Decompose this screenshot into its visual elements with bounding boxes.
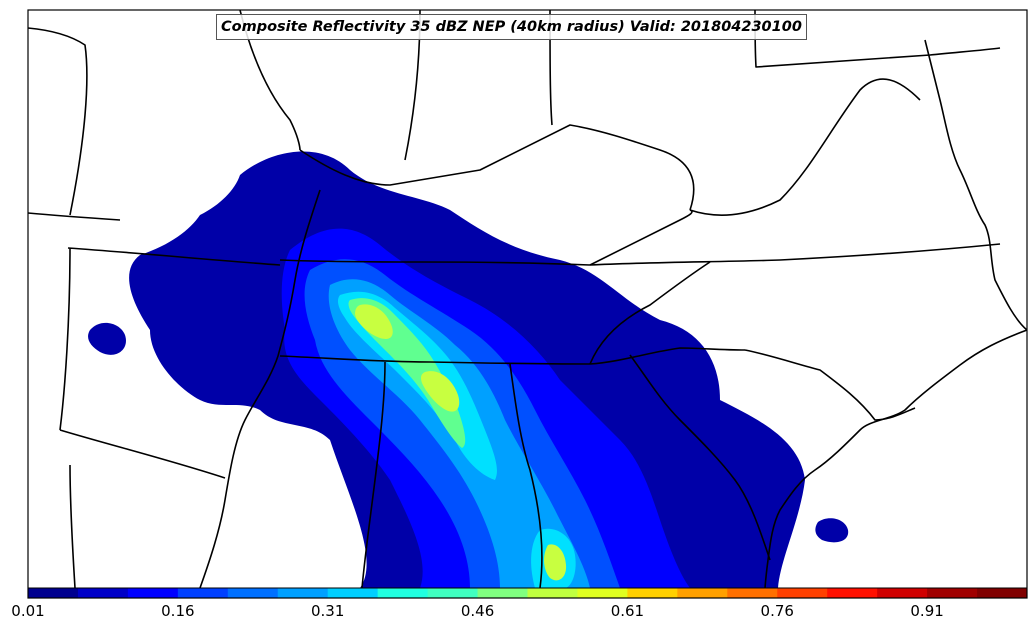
prob-contour-7c [544,544,567,581]
colorbar-tick-label: 0.31 [310,602,345,620]
colorbar-segment [977,588,1028,598]
colorbar-segment [827,588,878,598]
colorbar-segment [127,588,179,598]
prob-contour-7b [421,371,460,412]
louisiana-boundary [69,464,76,588]
colorbar-segment [527,588,578,598]
colorbar-tick-label: 0.01 [11,602,45,620]
tn-southern-boundary [279,347,746,365]
prob-contour-7 [355,304,393,340]
colorbar-tick-label: 0.16 [161,602,195,620]
colorbar-segment [627,588,678,598]
colorbar-segment [727,588,778,598]
colorbar-segment [777,588,828,598]
pa-md-boundary [754,10,1001,68]
colorbar-segment [477,588,528,598]
nc-sc-boundary [744,349,916,421]
va-ky-boundary [589,209,693,266]
arkansas-boundary [59,247,281,479]
state-boundaries [28,10,1027,588]
colorbar-segment [877,588,928,598]
colorbar-segment [677,588,728,598]
missouri-boundary [28,27,121,221]
prob-contour-1b [88,322,126,355]
colorbar-segment [277,588,329,598]
colorbar-tick-label: 0.91 [910,602,944,620]
map-frame [27,9,1028,599]
colorbar-segment [927,588,978,598]
colorbar [28,588,1028,598]
ms-al-boundary [361,361,386,588]
colorbar-segment [327,588,379,598]
prob-contour-1c [815,518,849,543]
colorbar-segment [377,588,429,598]
west-virginia-boundary [689,78,921,216]
ohio-river [299,124,695,211]
colorbar-segment [427,588,479,598]
colorbar-segment [577,588,628,598]
map-title: Composite Reflectivity 35 dBZ NEP (40km … [216,14,807,40]
al-ga-boundary [509,363,543,588]
mississippi-river [199,189,321,588]
colorbar-tick-label: 0.61 [610,602,645,620]
colorbar-tick-label: 0.76 [760,602,794,620]
colorbar-tick-label: 0.46 [460,602,495,620]
colorbar-segment [28,588,79,598]
nc-tn-boundary [589,261,711,365]
nc-va-boundary [589,243,1001,266]
colorbar-segment [227,588,279,598]
tn-ky-boundary [279,259,591,266]
ga-sc-boundary [629,354,771,561]
colorbar-segment [177,588,229,598]
colorbar-segment [77,588,129,598]
